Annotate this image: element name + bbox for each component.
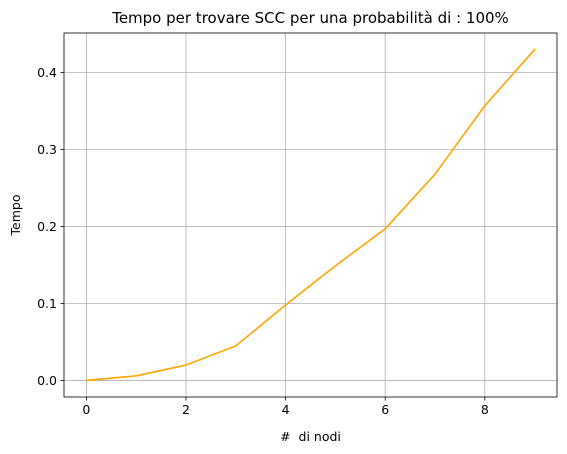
y-tick-label: 0.2	[37, 219, 57, 234]
x-tick-label: 4	[282, 402, 290, 417]
ticks: 0 2 4 6 8 0.0 0.1 0.2 0.3 0.4	[37, 65, 489, 417]
y-tick-label: 0.0	[37, 373, 57, 388]
y-tick-label: 0.4	[37, 65, 57, 80]
y-axis-label: Tempo	[8, 195, 23, 237]
x-tick-label: 2	[182, 402, 190, 417]
y-tick-label: 0.3	[37, 142, 57, 157]
x-tick-label: 6	[381, 402, 389, 417]
grid	[64, 33, 557, 397]
x-tick-label: 8	[481, 402, 489, 417]
y-tick-label: 0.1	[37, 296, 57, 311]
plot-area-frame	[63, 32, 558, 398]
x-axis-label: # di nodi	[280, 429, 341, 444]
series-line	[85, 48, 536, 382]
x-tick-label: 0	[82, 402, 90, 417]
series-layer	[85, 48, 536, 382]
chart-title: Tempo per trovare SCC per una probabilit…	[111, 9, 509, 27]
